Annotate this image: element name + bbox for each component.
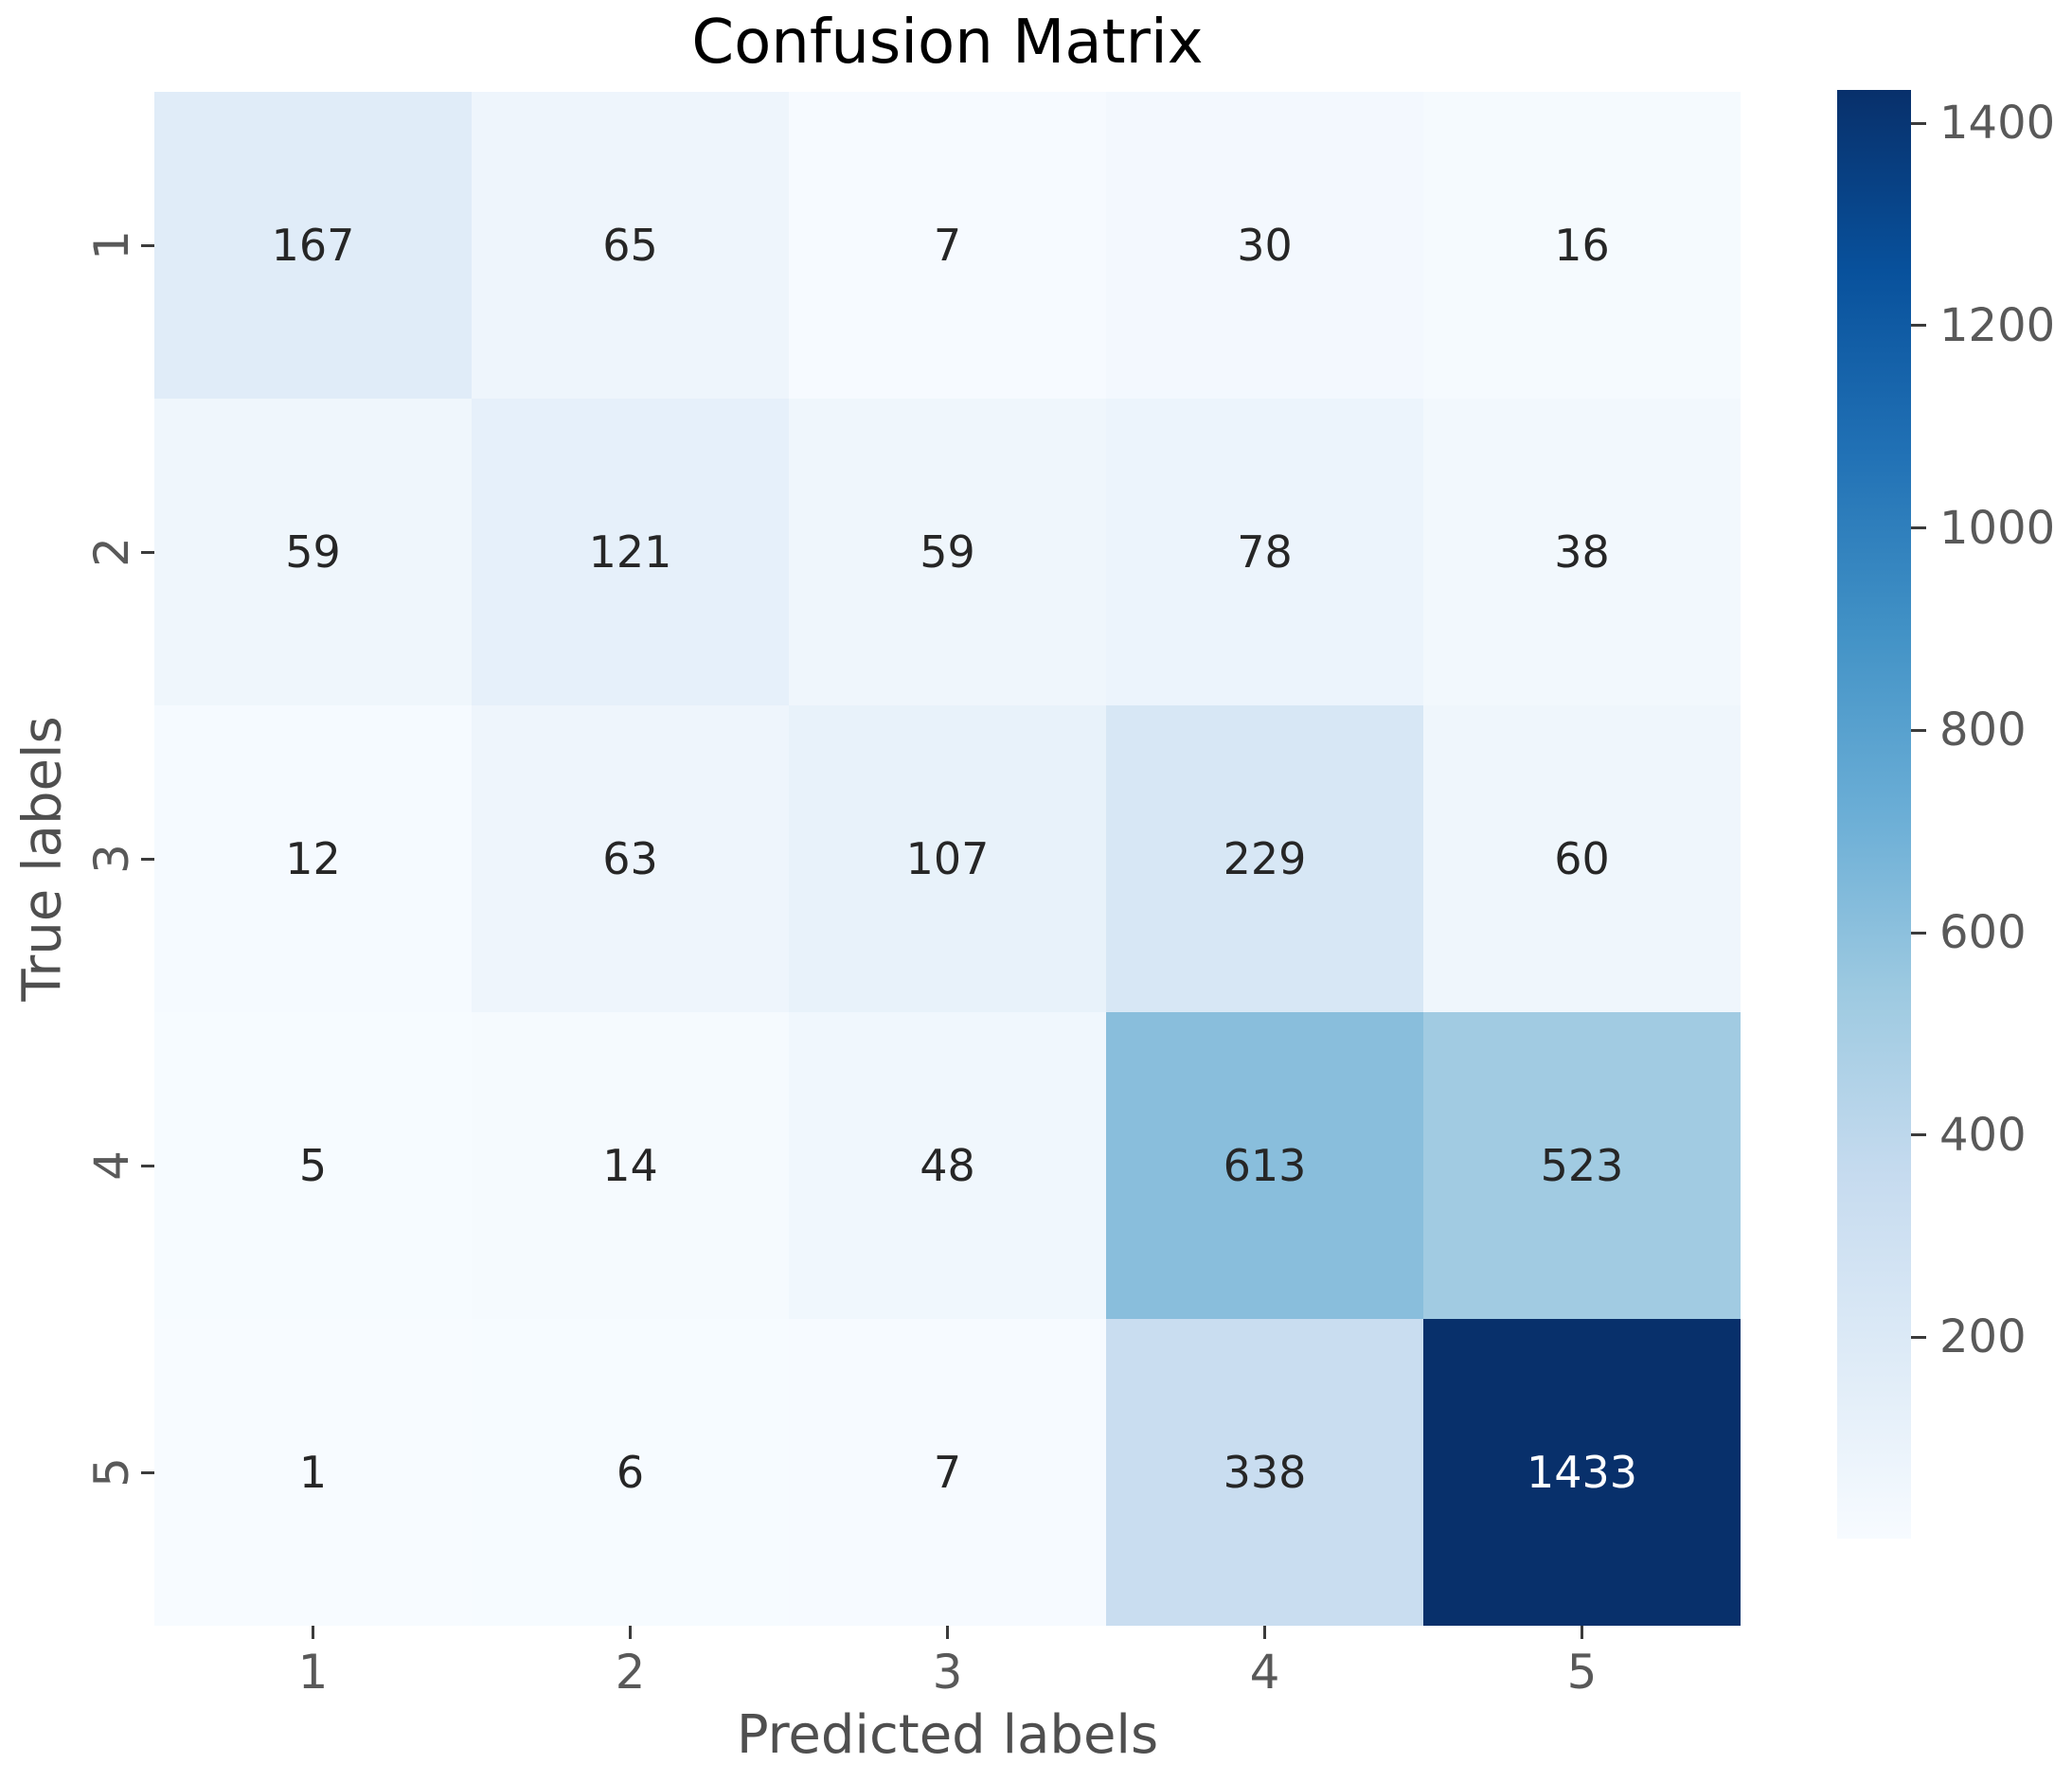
- heatmap-grid: 167 65 7 30 16 59 121 59 78 38 12 63 107 229 60 5 14 48 61…: [154, 92, 1741, 1626]
- x-tick-mark: [629, 1626, 632, 1639]
- colorbar-tick-mark: [1911, 526, 1926, 530]
- y-tick-label: 3: [84, 844, 139, 874]
- heatmap-cell-r1-c5: 16: [1423, 92, 1741, 399]
- cell-value: 1433: [1526, 1447, 1638, 1498]
- heatmap-cell-r5-c4: 338: [1106, 1319, 1423, 1626]
- heatmap-cell-r2-c2: 121: [472, 399, 789, 705]
- heatmap-cell-r5-c1: 1: [154, 1319, 472, 1626]
- y-tick-label: 2: [84, 537, 139, 567]
- heatmap-cell-r4-c2: 14: [472, 1012, 789, 1319]
- colorbar-tick-mark: [1911, 324, 1926, 328]
- heatmap-cell-r2-c5: 38: [1423, 399, 1741, 705]
- chart-title: Confusion Matrix: [691, 8, 1204, 78]
- cell-value: 65: [602, 220, 658, 271]
- cell-value: 48: [920, 1140, 975, 1191]
- y-tick-label: 4: [84, 1150, 139, 1181]
- colorbar-gradient: [1837, 90, 1911, 1539]
- cell-value: 14: [602, 1140, 658, 1191]
- colorbar-tick-mark: [1911, 1133, 1926, 1137]
- heatmap-cell-r2-c3: 59: [789, 399, 1106, 705]
- cell-value: 1: [298, 1447, 328, 1498]
- y-tick-mark: [141, 1164, 154, 1167]
- colorbar-tick-label: 800: [1939, 703, 2027, 757]
- colorbar-tick-label: 1000: [1939, 501, 2056, 555]
- colorbar-tick-label: 400: [1939, 1108, 2027, 1162]
- cell-value: 12: [285, 833, 341, 884]
- colorbar-tick-mark: [1911, 931, 1926, 935]
- cell-value: 59: [285, 526, 341, 578]
- colorbar-tick-label: 1200: [1939, 298, 2056, 352]
- colorbar-tick-mark: [1911, 1335, 1926, 1339]
- y-tick-mark: [141, 1470, 154, 1474]
- x-tick-label: 4: [1249, 1645, 1280, 1700]
- heatmap-cell-r4-c3: 48: [789, 1012, 1106, 1319]
- x-tick-mark: [946, 1626, 949, 1639]
- cell-value: 59: [920, 526, 975, 578]
- y-axis-label: True labels: [11, 716, 74, 1002]
- cell-value: 7: [933, 1447, 962, 1498]
- colorbar-tick-label: 600: [1939, 906, 2027, 959]
- cell-value: 78: [1237, 526, 1293, 578]
- y-tick-label: 5: [84, 1457, 139, 1487]
- cell-value: 60: [1554, 833, 1610, 884]
- cell-value: 16: [1554, 220, 1610, 271]
- x-tick-label: 3: [932, 1645, 963, 1700]
- cell-value: 6: [616, 1447, 645, 1498]
- cell-value: 523: [1540, 1140, 1624, 1191]
- cell-value: 63: [602, 833, 658, 884]
- heatmap-cell-r3-c4: 229: [1106, 705, 1423, 1012]
- cell-value: 229: [1223, 833, 1307, 884]
- cell-value: 7: [933, 220, 962, 271]
- cell-value: 121: [588, 526, 672, 578]
- heatmap-cell-r3-c5: 60: [1423, 705, 1741, 1012]
- colorbar-tick-mark: [1911, 728, 1926, 732]
- cell-value: 30: [1237, 220, 1293, 271]
- cell-value: 613: [1223, 1140, 1307, 1191]
- y-tick-mark: [141, 243, 154, 247]
- colorbar-tick-mark: [1911, 121, 1926, 125]
- x-tick-label: 5: [1566, 1645, 1598, 1700]
- cell-value: 5: [298, 1140, 328, 1191]
- colorbar-tick-label: 1400: [1939, 97, 2056, 151]
- y-tick-mark: [141, 857, 154, 861]
- x-tick-mark: [1263, 1626, 1266, 1639]
- heatmap-cell-r5-c2: 6: [472, 1319, 789, 1626]
- heatmap-cell-r4-c4: 613: [1106, 1012, 1423, 1319]
- heatmap-cell-r1-c2: 65: [472, 92, 789, 399]
- heatmap-cell-r2-c1: 59: [154, 399, 472, 705]
- heatmap-cell-r4-c1: 5: [154, 1012, 472, 1319]
- heatmap-cell-r3-c2: 63: [472, 705, 789, 1012]
- cell-value: 38: [1554, 526, 1610, 578]
- heatmap-cell-r3-c1: 12: [154, 705, 472, 1012]
- y-tick-label: 1: [84, 230, 139, 260]
- heatmap-cell-r1-c4: 30: [1106, 92, 1423, 399]
- x-tick-label: 1: [297, 1645, 329, 1700]
- heatmap-cell-r1-c1: 167: [154, 92, 472, 399]
- cell-value: 107: [905, 833, 990, 884]
- cell-value: 338: [1223, 1447, 1307, 1498]
- x-tick-label: 2: [615, 1645, 646, 1700]
- x-tick-mark: [312, 1626, 314, 1639]
- colorbar-tick-label: 200: [1939, 1310, 2027, 1364]
- heatmap-cell-r2-c4: 78: [1106, 399, 1423, 705]
- y-tick-mark: [141, 550, 154, 554]
- heatmap-cell-r4-c5: 523: [1423, 1012, 1741, 1319]
- heatmap-cell-r5-c5: 1433: [1423, 1319, 1741, 1626]
- heatmap-cell-r3-c3: 107: [789, 705, 1106, 1012]
- x-tick-mark: [1581, 1626, 1583, 1639]
- heatmap-cell-r5-c3: 7: [789, 1319, 1106, 1626]
- cell-value: 167: [271, 220, 355, 271]
- heatmap-cell-r1-c3: 7: [789, 92, 1106, 399]
- x-axis-label: Predicted labels: [736, 1704, 1159, 1766]
